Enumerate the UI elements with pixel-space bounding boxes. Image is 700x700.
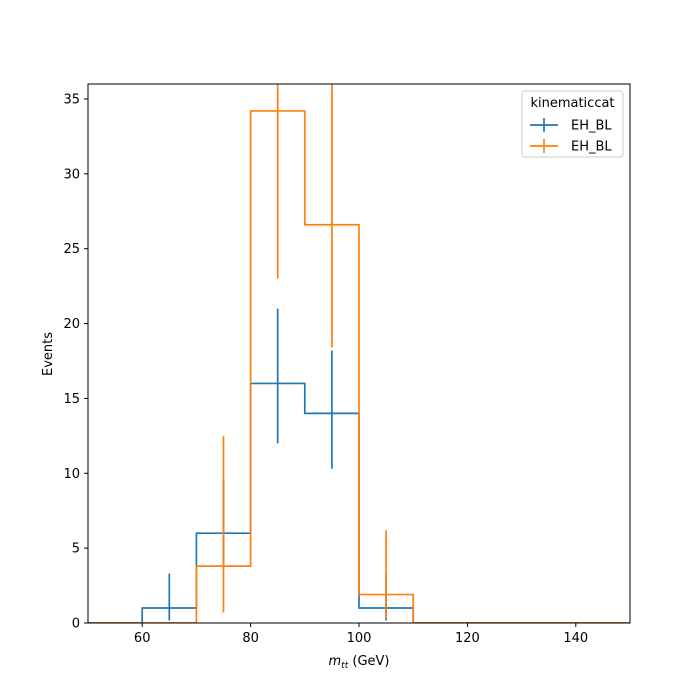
y-tick-label: 10 [63,467,80,482]
x-tick-label: 80 [242,631,259,646]
series-1-step-line [88,110,630,623]
x-tick-label: 100 [347,631,372,646]
plot-content [88,84,630,623]
legend-label: EH_BL [571,119,612,134]
series-0-step-line [88,382,630,623]
legend-label: EH_BL [571,140,612,155]
x-tick-label: 120 [455,631,480,646]
x-tick-label: 60 [134,631,151,646]
legend-box [521,90,624,158]
y-axis: 0 5 10 15 20 25 30 35 [63,92,88,632]
x-axis-title: mtt (GeV) [329,654,390,671]
y-tick-label: 15 [63,392,80,407]
legend-title: kinematiccat [530,96,614,111]
y-tick-label: 30 [63,167,80,182]
x-tick-label: 140 [563,631,588,646]
y-axis-title: Events [41,332,56,376]
y-tick-label: 25 [63,242,80,257]
legend: kinematiccat EH_BL EH_BL [521,90,624,158]
y-tick-label: 0 [72,617,80,632]
y-tick-label: 20 [63,317,80,332]
y-tick-label: 35 [63,92,80,107]
y-tick-label: 5 [72,542,80,557]
x-axis: 60 80 100 120 140 [134,623,588,646]
